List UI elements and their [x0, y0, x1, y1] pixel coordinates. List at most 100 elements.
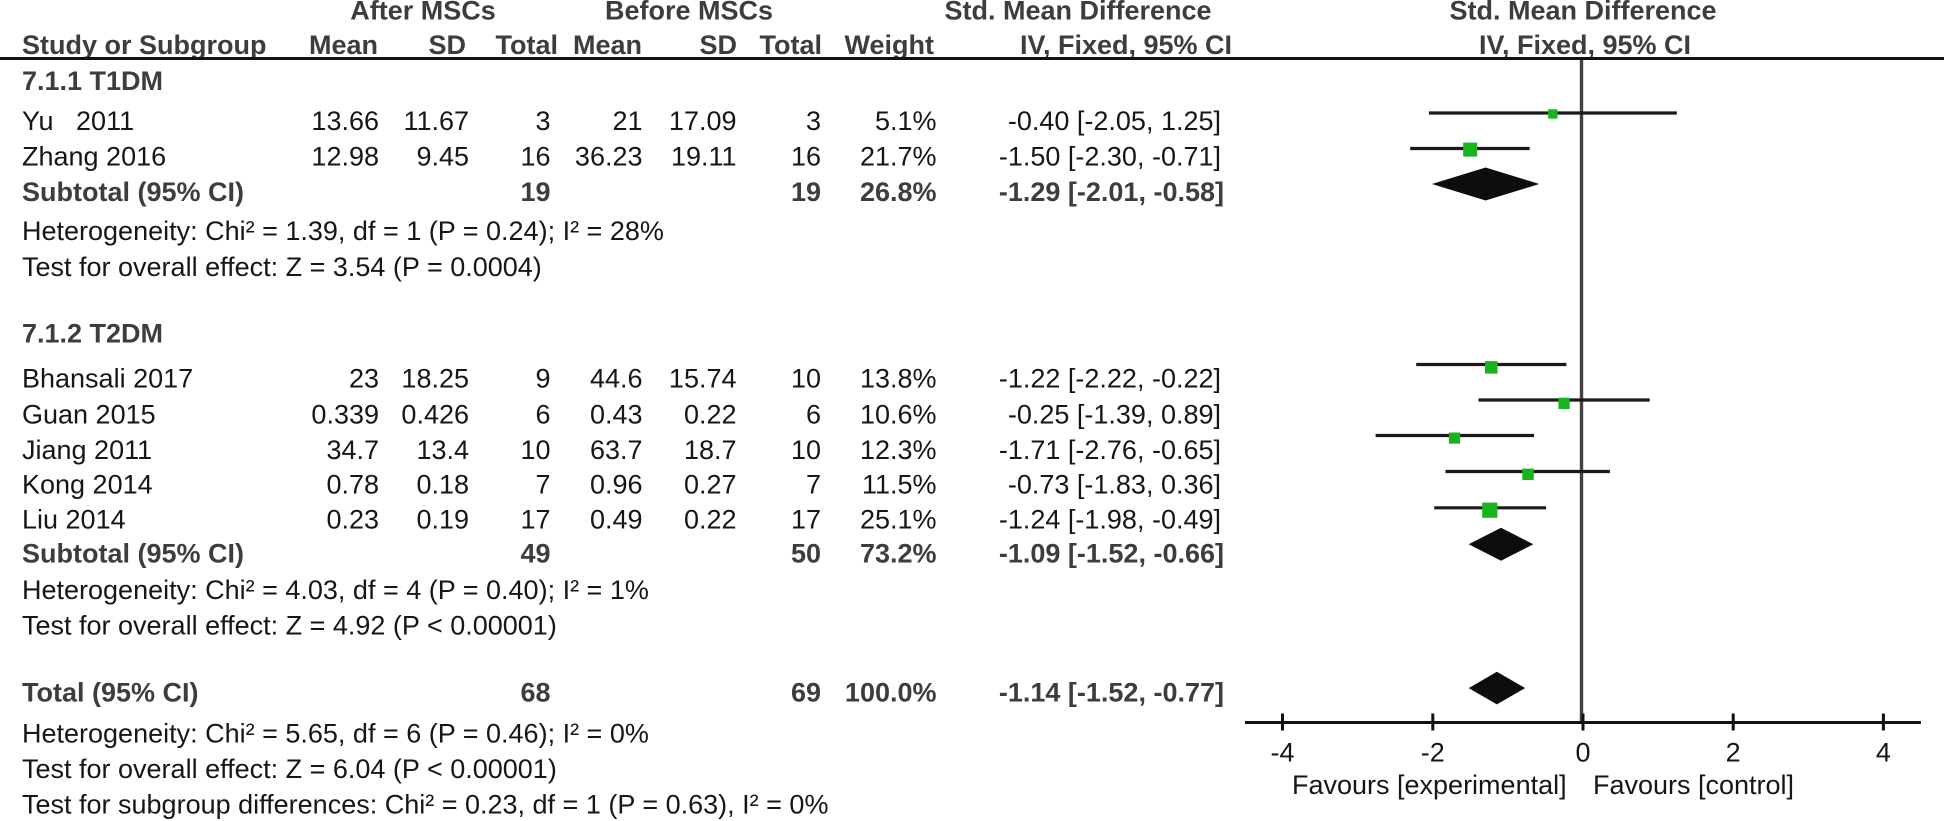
- svg-text:Favours [control]: Favours [control]: [1593, 770, 1794, 800]
- svg-text:5.1%: 5.1%: [875, 106, 937, 136]
- svg-text:19.11: 19.11: [671, 142, 737, 172]
- svg-text:Subtotal (95% CI): Subtotal (95% CI): [22, 177, 244, 207]
- svg-text:7: 7: [535, 470, 550, 500]
- svg-text:Mean: Mean: [309, 30, 378, 60]
- svg-text:7.1.2 T2DM: 7.1.2 T2DM: [22, 319, 163, 349]
- svg-text:21.7%: 21.7%: [860, 142, 937, 172]
- svg-text:11.5%: 11.5%: [862, 470, 937, 500]
- svg-text:Bhansali 2017: Bhansali 2017: [22, 364, 193, 394]
- svg-text:73.2%: 73.2%: [860, 539, 937, 569]
- svg-text:0.27: 0.27: [684, 470, 737, 500]
- svg-text:-1.22 [-2.22, -0.22]: -1.22 [-2.22, -0.22]: [999, 364, 1221, 394]
- svg-text:Std. Mean Difference: Std. Mean Difference: [944, 0, 1211, 26]
- svg-text:10: 10: [791, 364, 821, 394]
- svg-text:3: 3: [535, 106, 550, 136]
- svg-text:7.1.1 T1DM: 7.1.1 T1DM: [22, 66, 163, 96]
- svg-text:0.22: 0.22: [684, 505, 737, 535]
- svg-text:Total (95% CI): Total (95% CI): [22, 678, 199, 708]
- svg-text:6: 6: [535, 400, 550, 430]
- svg-text:10.6%: 10.6%: [860, 400, 937, 430]
- svg-text:26.8%: 26.8%: [860, 177, 937, 207]
- svg-text:19: 19: [520, 177, 550, 207]
- svg-text:15.74: 15.74: [669, 364, 737, 394]
- svg-text:Liu 2014: Liu 2014: [22, 505, 126, 535]
- svg-text:63.7: 63.7: [590, 435, 643, 465]
- svg-text:18.25: 18.25: [401, 364, 469, 394]
- svg-text:10: 10: [791, 435, 821, 465]
- svg-text:-2: -2: [1421, 738, 1445, 768]
- svg-text:0.23: 0.23: [326, 505, 379, 535]
- svg-text:68: 68: [520, 678, 550, 708]
- svg-text:17: 17: [791, 505, 821, 535]
- svg-text:-4: -4: [1270, 738, 1294, 768]
- svg-text:After MSCs: After MSCs: [350, 0, 496, 26]
- svg-text:12.3%: 12.3%: [860, 435, 937, 465]
- svg-text:19: 19: [791, 177, 821, 207]
- svg-text:69: 69: [791, 678, 821, 708]
- svg-text:-1.24 [-1.98, -0.49]: -1.24 [-1.98, -0.49]: [999, 505, 1221, 535]
- svg-text:Test for overall effect: Z = 6: Test for overall effect: Z = 6.04 (P < 0…: [22, 754, 557, 784]
- svg-text:-1.71 [-2.76, -0.65]: -1.71 [-2.76, -0.65]: [999, 435, 1221, 465]
- svg-text:-0.40 [-2.05, 1.25]: -0.40 [-2.05, 1.25]: [1008, 106, 1221, 136]
- svg-text:Test for subgroup differences:: Test for subgroup differences: Chi² = 0.…: [22, 790, 828, 820]
- svg-text:IV, Fixed, 95% CI: IV, Fixed, 95% CI: [1020, 30, 1232, 60]
- svg-text:Jiang 2011: Jiang 2011: [22, 435, 152, 465]
- svg-text:Test for overall effect: Z = 4: Test for overall effect: Z = 4.92 (P < 0…: [22, 611, 557, 641]
- svg-text:-1.14 [-1.52, -0.77]: -1.14 [-1.52, -0.77]: [999, 678, 1224, 708]
- svg-text:-1.29 [-2.01, -0.58]: -1.29 [-2.01, -0.58]: [999, 177, 1224, 207]
- svg-text:0.43: 0.43: [590, 400, 643, 430]
- svg-text:Weight: Weight: [845, 30, 935, 60]
- svg-text:13.8%: 13.8%: [860, 364, 937, 394]
- svg-text:13.66: 13.66: [311, 106, 379, 136]
- svg-text:0.96: 0.96: [590, 470, 643, 500]
- svg-text:100.0%: 100.0%: [845, 678, 937, 708]
- svg-text:0.339: 0.339: [311, 400, 379, 430]
- svg-text:0: 0: [1575, 738, 1590, 768]
- svg-text:Heterogeneity: Chi² = 4.03, df: Heterogeneity: Chi² = 4.03, df = 4 (P = …: [22, 575, 649, 605]
- svg-text:Before MSCs: Before MSCs: [605, 0, 773, 26]
- svg-text:-1.09 [-1.52, -0.66]: -1.09 [-1.52, -0.66]: [999, 539, 1224, 569]
- svg-text:IV, Fixed, 95% CI: IV, Fixed, 95% CI: [1479, 30, 1691, 60]
- svg-text:9.45: 9.45: [416, 142, 469, 172]
- svg-text:Guan 2015: Guan 2015: [22, 400, 156, 430]
- svg-text:Std. Mean Difference: Std. Mean Difference: [1449, 0, 1716, 26]
- svg-text:10: 10: [520, 435, 550, 465]
- svg-text:-1.50 [-2.30, -0.71]: -1.50 [-2.30, -0.71]: [999, 142, 1221, 172]
- svg-text:Kong 2014: Kong 2014: [22, 470, 153, 500]
- svg-text:Total: Total: [760, 30, 823, 60]
- svg-text:3: 3: [806, 106, 821, 136]
- svg-text:2: 2: [1726, 738, 1741, 768]
- svg-text:17: 17: [520, 505, 550, 535]
- svg-text:0.18: 0.18: [416, 470, 469, 500]
- svg-text:Study or Subgroup: Study or Subgroup: [22, 30, 266, 60]
- svg-text:44.6: 44.6: [590, 364, 643, 394]
- svg-text:50: 50: [791, 539, 821, 569]
- svg-text:36.23: 36.23: [575, 142, 643, 172]
- svg-text:0.22: 0.22: [684, 400, 737, 430]
- svg-text:11.67: 11.67: [403, 106, 469, 136]
- svg-text:12.98: 12.98: [311, 142, 379, 172]
- svg-text:-0.73 [-1.83, 0.36]: -0.73 [-1.83, 0.36]: [1008, 470, 1221, 500]
- svg-text:Zhang 2016: Zhang 2016: [22, 142, 166, 172]
- svg-text:SD: SD: [428, 30, 466, 60]
- svg-text:16: 16: [520, 142, 550, 172]
- svg-text:16: 16: [791, 142, 821, 172]
- svg-text:Favours [experimental]: Favours [experimental]: [1292, 770, 1567, 800]
- svg-text:-0.25 [-1.39, 0.89]: -0.25 [-1.39, 0.89]: [1008, 400, 1221, 430]
- svg-text:17.09: 17.09: [669, 106, 737, 136]
- svg-text:0.426: 0.426: [401, 400, 469, 430]
- svg-text:4: 4: [1876, 738, 1891, 768]
- svg-text:Test for overall effect: Z = 3: Test for overall effect: Z = 3.54 (P = 0…: [22, 252, 542, 282]
- svg-text:21: 21: [612, 106, 642, 136]
- svg-text:34.7: 34.7: [326, 435, 379, 465]
- svg-text:Heterogeneity: Chi² = 5.65, df: Heterogeneity: Chi² = 5.65, df = 6 (P = …: [22, 719, 649, 749]
- svg-text:Mean: Mean: [573, 30, 642, 60]
- svg-text:Heterogeneity: Chi² = 1.39, df: Heterogeneity: Chi² = 1.39, df = 1 (P = …: [22, 216, 664, 246]
- svg-text:0.78: 0.78: [326, 470, 379, 500]
- svg-text:Subtotal (95% CI): Subtotal (95% CI): [22, 539, 244, 569]
- svg-text:0.49: 0.49: [590, 505, 643, 535]
- svg-text:Total: Total: [496, 30, 559, 60]
- svg-text:18.7: 18.7: [684, 435, 737, 465]
- svg-text:7: 7: [806, 470, 821, 500]
- svg-text:25.1%: 25.1%: [860, 505, 937, 535]
